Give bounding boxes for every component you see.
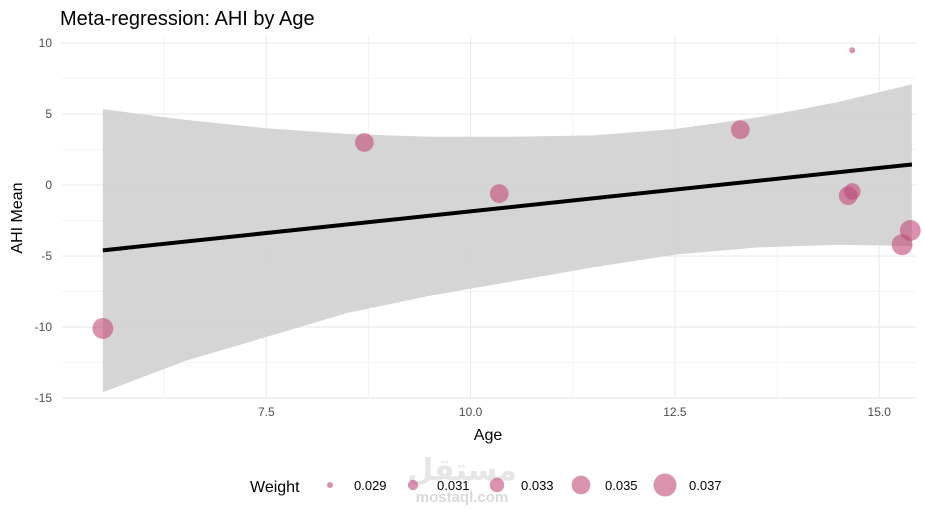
legend-key-4 — [571, 475, 591, 495]
x-tick-label: 7.5 — [258, 405, 275, 419]
y-tick-label: -5 — [41, 249, 52, 263]
data-point-9 — [899, 220, 921, 241]
legend-label-3: 0.033 — [521, 478, 554, 493]
legend-label-1: 0.029 — [354, 478, 387, 493]
confidence-band-group — [102, 84, 912, 393]
regression-line-group — [102, 162, 913, 253]
y-tick-label: 5 — [45, 107, 52, 121]
data-point-6 — [843, 183, 861, 200]
x-axis-ticks: 7.5 10.0 12.5 15.0 — [258, 405, 891, 419]
y-tick-label: -10 — [35, 320, 53, 334]
confidence-band — [102, 84, 912, 393]
x-tick-label: 12.5 — [663, 405, 687, 419]
legend-key-3 — [489, 477, 505, 493]
y-axis-ticks: -15 -10 -5 0 5 10 — [35, 36, 53, 405]
legend: Weight 0.029 0.031 0.033 0.035 0.037 — [250, 473, 722, 497]
data-point-1 — [92, 318, 114, 339]
watermark-latin: mostaql.com — [416, 489, 509, 506]
y-tick-label: 0 — [45, 178, 52, 192]
legend-label-2: 0.031 — [437, 478, 470, 493]
legend-key-2 — [407, 479, 419, 491]
legend-label-4: 0.035 — [605, 478, 638, 493]
y-axis-title: AHI Mean — [9, 182, 26, 253]
x-tick-label: 10.0 — [459, 405, 483, 419]
regression-line — [102, 162, 913, 253]
data-point-3 — [489, 184, 509, 203]
legend-key-1 — [327, 482, 333, 488]
x-tick-label: 15.0 — [868, 405, 892, 419]
data-point-2 — [354, 133, 374, 152]
chart-title: Meta-regression: AHI by Age — [60, 8, 315, 30]
y-tick-label: 10 — [39, 36, 53, 50]
points-group — [92, 47, 921, 339]
y-tick-label: -15 — [35, 391, 53, 405]
legend-key-5 — [653, 473, 677, 497]
legend-label-5: 0.037 — [689, 478, 722, 493]
data-point-4 — [730, 120, 750, 140]
x-axis-title: Age — [474, 427, 503, 444]
legend-title: Weight — [250, 479, 300, 496]
data-point-7 — [849, 47, 856, 54]
